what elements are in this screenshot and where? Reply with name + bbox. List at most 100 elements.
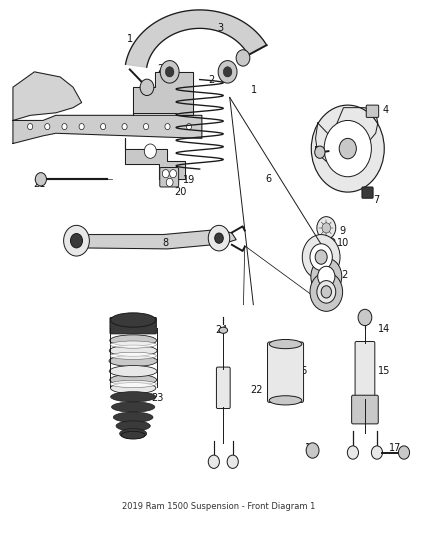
Circle shape (311, 105, 384, 192)
Ellipse shape (110, 374, 157, 385)
Circle shape (28, 124, 33, 130)
FancyBboxPatch shape (160, 167, 179, 187)
Ellipse shape (110, 381, 156, 387)
Circle shape (79, 124, 84, 130)
Polygon shape (126, 10, 267, 67)
Text: 8: 8 (162, 238, 169, 248)
Ellipse shape (116, 421, 150, 431)
Text: 22: 22 (250, 385, 262, 395)
Circle shape (317, 216, 336, 239)
Circle shape (315, 250, 327, 264)
Circle shape (358, 309, 372, 326)
Ellipse shape (109, 345, 157, 357)
Circle shape (122, 124, 127, 130)
Text: 7: 7 (374, 195, 380, 205)
Text: 3: 3 (217, 23, 223, 34)
Text: 24: 24 (215, 325, 228, 335)
Circle shape (236, 50, 250, 66)
Circle shape (218, 61, 237, 83)
Text: 1: 1 (251, 85, 257, 95)
Ellipse shape (121, 431, 145, 439)
Circle shape (311, 258, 342, 295)
Polygon shape (133, 72, 193, 115)
Ellipse shape (120, 429, 147, 439)
Circle shape (321, 286, 332, 298)
Circle shape (71, 233, 82, 248)
Ellipse shape (110, 352, 156, 359)
Circle shape (35, 173, 46, 186)
Circle shape (62, 124, 67, 130)
Circle shape (166, 67, 174, 77)
Circle shape (215, 233, 223, 243)
Ellipse shape (110, 341, 156, 348)
Text: 21: 21 (34, 180, 46, 189)
Circle shape (101, 124, 106, 130)
Ellipse shape (269, 395, 302, 405)
Ellipse shape (112, 402, 155, 412)
Text: 10: 10 (337, 238, 349, 248)
Circle shape (170, 169, 177, 178)
Circle shape (310, 272, 343, 311)
Ellipse shape (110, 383, 156, 394)
Text: 20: 20 (174, 187, 186, 197)
Text: 1: 1 (127, 34, 133, 44)
Ellipse shape (109, 356, 157, 367)
Circle shape (371, 446, 382, 459)
Text: 9: 9 (339, 227, 345, 237)
Circle shape (317, 280, 336, 303)
FancyBboxPatch shape (268, 342, 304, 402)
Text: 2019 Ram 1500 Suspension - Front Diagram 1: 2019 Ram 1500 Suspension - Front Diagram… (122, 502, 316, 511)
Ellipse shape (111, 392, 155, 402)
Circle shape (339, 139, 357, 159)
Polygon shape (75, 229, 236, 249)
FancyBboxPatch shape (352, 395, 378, 424)
Text: 17: 17 (389, 443, 401, 453)
Text: 5: 5 (314, 146, 320, 156)
FancyBboxPatch shape (355, 342, 375, 401)
Circle shape (318, 266, 335, 287)
Circle shape (160, 61, 179, 83)
Circle shape (315, 146, 325, 158)
Text: 13: 13 (314, 285, 326, 295)
Ellipse shape (318, 237, 335, 244)
Text: 12: 12 (337, 270, 350, 280)
Text: 14: 14 (378, 324, 390, 334)
Circle shape (144, 124, 148, 130)
Circle shape (399, 446, 410, 459)
Text: 11: 11 (314, 254, 326, 264)
Text: 2: 2 (208, 75, 215, 85)
Circle shape (45, 124, 50, 130)
Ellipse shape (111, 313, 155, 327)
Circle shape (223, 67, 232, 77)
Polygon shape (13, 72, 81, 120)
Text: 16: 16 (296, 366, 308, 376)
Circle shape (165, 124, 170, 130)
Text: 23: 23 (151, 393, 163, 403)
Polygon shape (124, 139, 185, 179)
Ellipse shape (110, 335, 157, 346)
Text: 2: 2 (157, 64, 163, 74)
Circle shape (322, 223, 331, 233)
Circle shape (64, 225, 89, 256)
Ellipse shape (113, 412, 153, 422)
Circle shape (140, 79, 154, 95)
Circle shape (208, 455, 219, 469)
Ellipse shape (109, 366, 157, 377)
Text: 6: 6 (265, 174, 272, 184)
Ellipse shape (219, 327, 228, 333)
FancyBboxPatch shape (362, 187, 373, 198)
Polygon shape (315, 108, 378, 161)
Circle shape (306, 443, 319, 458)
Ellipse shape (269, 340, 302, 349)
Circle shape (310, 244, 332, 270)
Circle shape (227, 455, 238, 469)
FancyBboxPatch shape (366, 105, 379, 117)
FancyBboxPatch shape (216, 367, 230, 408)
FancyBboxPatch shape (110, 318, 156, 334)
Polygon shape (13, 115, 202, 143)
Circle shape (208, 225, 230, 251)
Circle shape (166, 178, 173, 187)
Circle shape (324, 120, 371, 177)
Text: 19: 19 (183, 175, 195, 185)
Text: 18: 18 (305, 443, 317, 453)
